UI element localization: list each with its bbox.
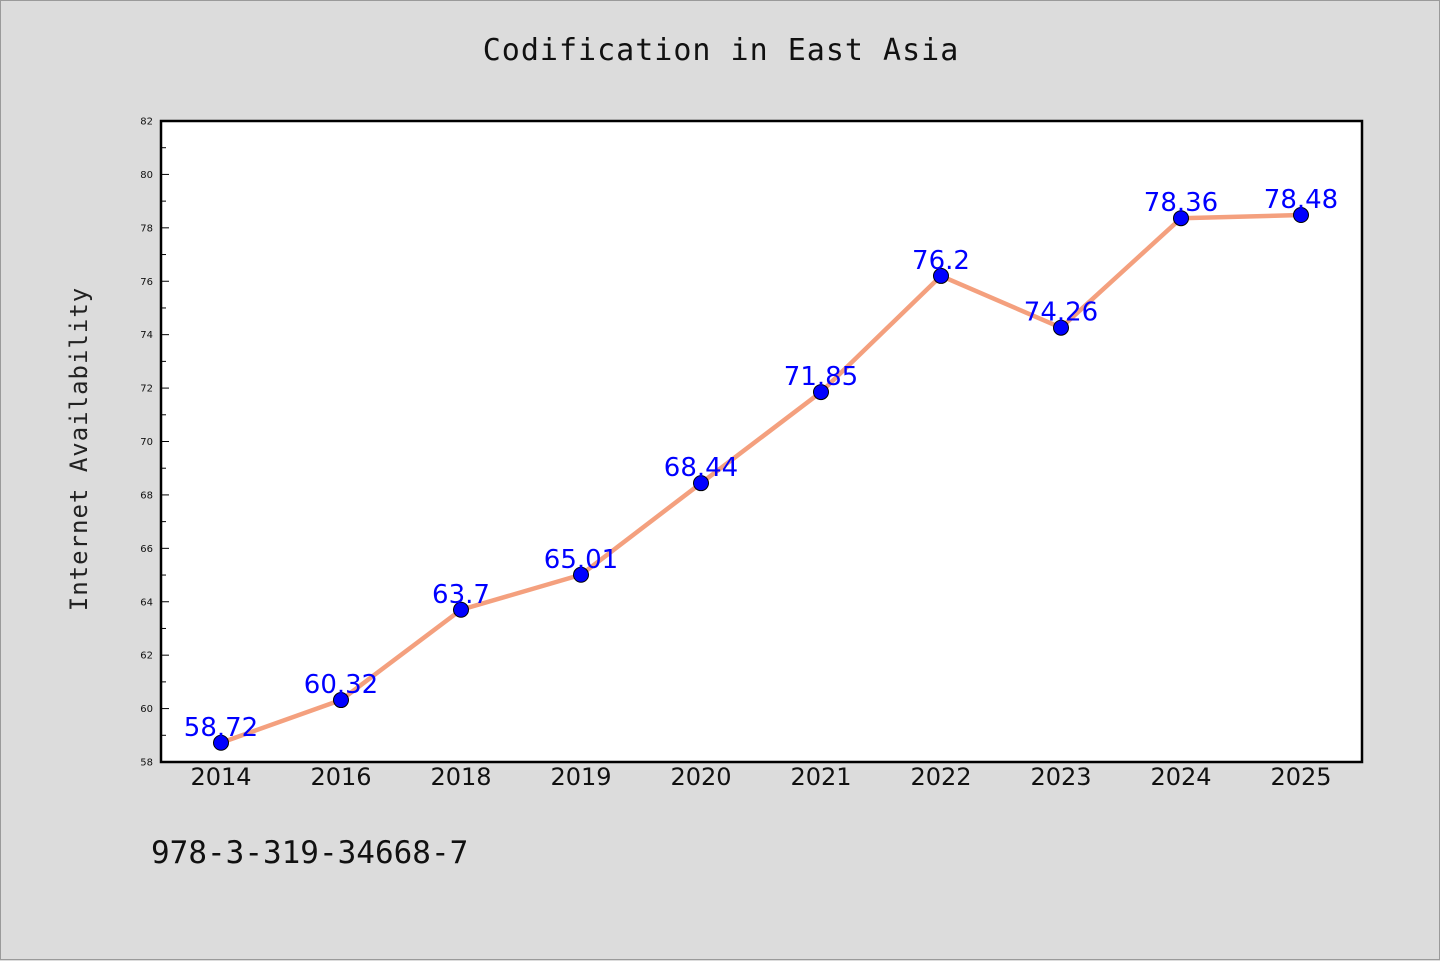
data-point <box>1053 319 1069 336</box>
x-tick-label: 2023 <box>1030 763 1091 791</box>
x-tick-label: 2025 <box>1270 763 1331 791</box>
data-label: 76.2 <box>912 246 970 276</box>
data-label: 78.36 <box>1144 188 1218 218</box>
x-tick-label: 2014 <box>190 763 251 791</box>
y-tick-label: 60 <box>140 704 153 715</box>
data-point <box>573 566 589 583</box>
data-point <box>333 692 349 709</box>
x-axis: 2014 2016 2018 2019 2020 2021 2022 2023 2024 2025 <box>190 763 1331 791</box>
x-tick-label: 2024 <box>1150 763 1211 791</box>
data-point <box>693 475 709 492</box>
markers-group <box>213 207 1309 751</box>
data-point <box>453 601 469 618</box>
y-tick-label: 78 <box>140 223 153 234</box>
y-tick-label: 82 <box>140 117 153 128</box>
y-tick-label: 80 <box>140 170 153 181</box>
x-tick-label: 2021 <box>790 763 851 791</box>
plot-area-group <box>159 119 1364 764</box>
x-tick-label: 2018 <box>430 763 491 791</box>
x-tick-label: 2022 <box>910 763 971 791</box>
y-axis: 58 60 62 64 66 68 70 72 74 76 78 80 82 <box>140 117 169 769</box>
data-label: 74.26 <box>1024 298 1098 328</box>
x-tick-label: 2019 <box>550 763 611 791</box>
data-label: 63.7 <box>432 580 490 610</box>
y-tick-label: 74 <box>140 330 153 341</box>
y-tick-label: 70 <box>140 437 153 448</box>
data-point <box>1173 210 1189 227</box>
data-labels-group: 58.72 60.32 63.7 65.01 68.44 71.85 76.2 74.26 78… <box>184 185 1338 743</box>
plot-area <box>159 119 1364 764</box>
y-tick-label: 68 <box>140 490 153 501</box>
data-point <box>1293 207 1309 224</box>
x-tick-label: 2016 <box>310 763 371 791</box>
data-label: 68.44 <box>664 453 738 483</box>
y-tick-label: 62 <box>140 651 153 662</box>
x-tick-label: 2020 <box>670 763 731 791</box>
series-line <box>218 212 1304 746</box>
y-tick-label: 76 <box>140 277 153 288</box>
y-tick-label: 58 <box>140 758 153 769</box>
isbn-text: 978-3-319-34668-7 <box>151 835 469 871</box>
data-point <box>813 384 829 401</box>
series-line-group <box>218 212 1304 746</box>
y-tick-label: 72 <box>140 384 153 395</box>
data-label: 78.48 <box>1264 185 1338 215</box>
y-tick-label: 66 <box>140 544 153 555</box>
data-label: 65.01 <box>544 545 618 575</box>
data-label: 58.72 <box>184 713 258 743</box>
data-point <box>933 267 949 284</box>
data-label: 60.32 <box>304 670 378 700</box>
chart-title: Codification in East Asia <box>482 33 960 68</box>
y-tick-label: 64 <box>140 597 153 608</box>
data-point <box>213 734 229 751</box>
data-label: 71.85 <box>784 362 858 392</box>
